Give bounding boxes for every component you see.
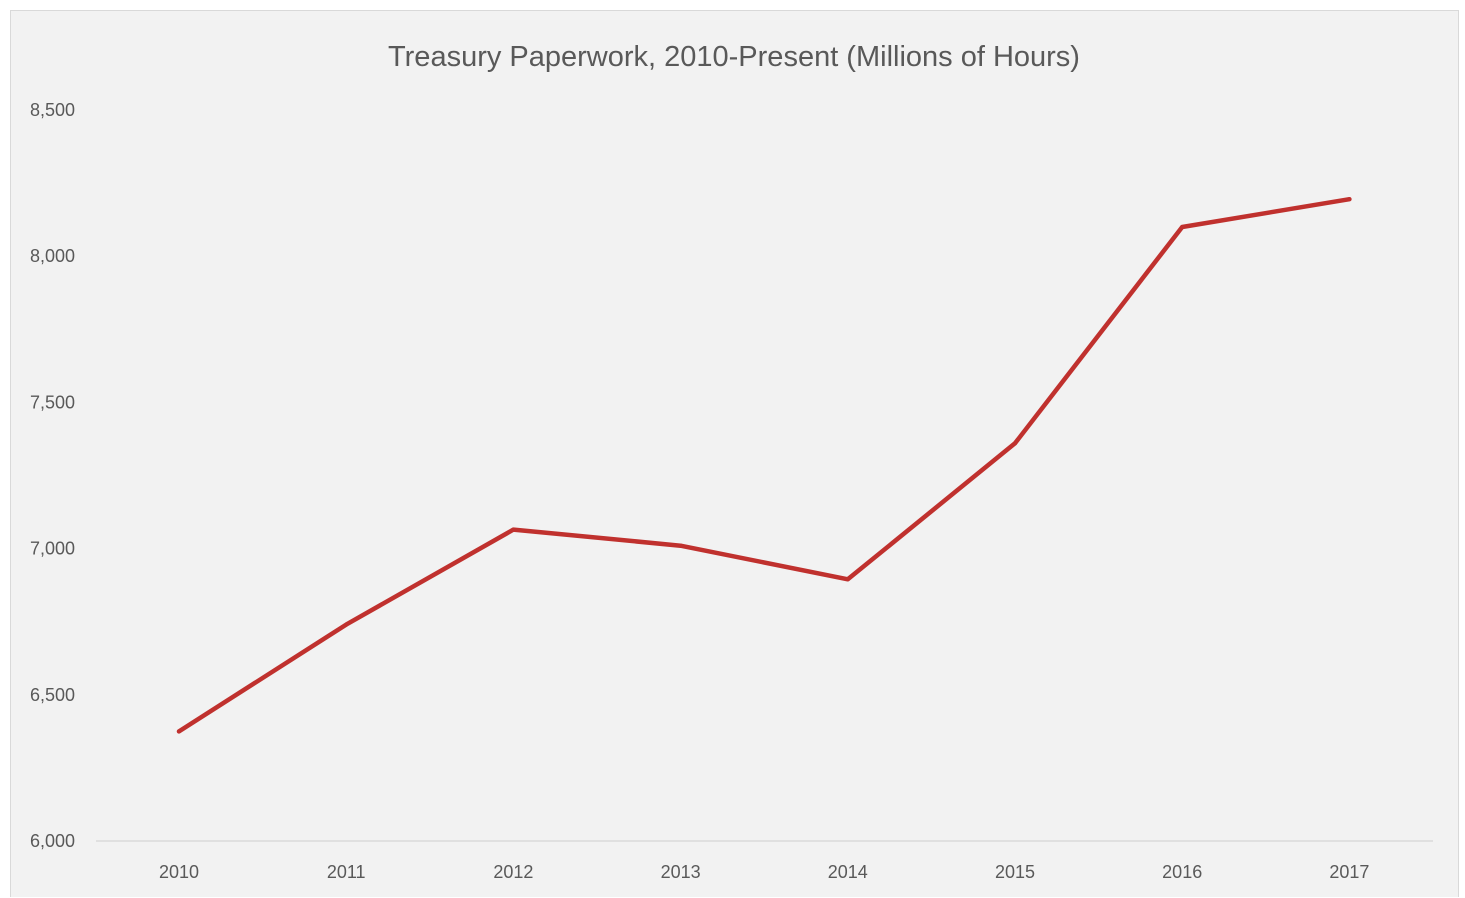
x-tick-label: 2014 [828, 862, 868, 882]
chart-area: Treasury Paperwork, 2010-Present (Millio… [10, 10, 1459, 897]
data-point [1180, 224, 1185, 229]
x-tick-label: 2017 [1329, 862, 1369, 882]
y-tick-label: 7,000 [30, 539, 75, 559]
x-axis-tick-labels: 2010 2011 2012 2013 2014 2015 2016 2017 [159, 862, 1369, 882]
series-line [176, 196, 1352, 734]
y-tick-label: 7,500 [30, 392, 75, 412]
x-tick-label: 2015 [995, 862, 1035, 882]
x-tick-label: 2016 [1162, 862, 1202, 882]
y-tick-label: 6,500 [30, 685, 75, 705]
data-point [1013, 441, 1017, 446]
x-tick-label: 2012 [493, 862, 533, 882]
y-tick-label: 8,000 [30, 246, 75, 266]
series-group [176, 196, 1352, 734]
data-point [344, 622, 349, 627]
chart-title: Treasury Paperwork, 2010-Present (Millio… [388, 41, 1080, 73]
data-point [511, 527, 516, 532]
x-tick-label: 2013 [661, 862, 701, 882]
x-tick-label: 2010 [159, 862, 199, 882]
y-tick-label: 8,500 [30, 100, 75, 120]
data-point [845, 577, 850, 582]
data-point [1347, 197, 1352, 202]
data-point [678, 543, 683, 548]
line-chart: Treasury Paperwork, 2010-Present (Millio… [30, 41, 1433, 882]
data-point [177, 729, 181, 734]
y-axis-tick-labels: 6,000 6,500 7,000 7,500 8,000 8,500 [30, 100, 75, 851]
y-tick-label: 6,000 [30, 831, 75, 851]
x-tick-label: 2011 [327, 862, 366, 882]
